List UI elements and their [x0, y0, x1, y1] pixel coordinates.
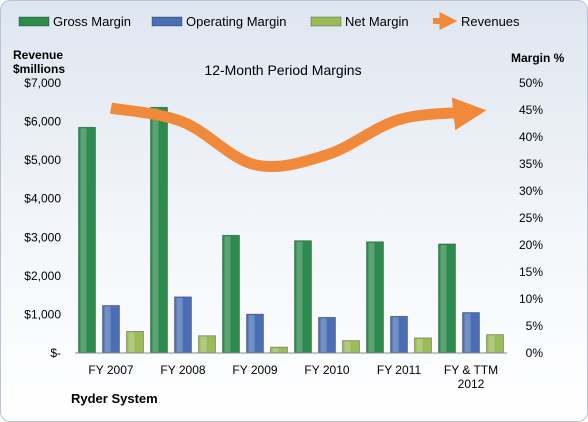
- category-label: 2012: [458, 377, 485, 391]
- bar-operating-margin: [102, 305, 120, 354]
- chart-title: 12-Month Period Margins: [204, 62, 361, 78]
- left-tick-label: $7,000: [24, 76, 61, 90]
- bar-operating-margin: [174, 296, 192, 354]
- left-tick-label: $5,000: [24, 153, 61, 167]
- svg-text:Gross Margin: Gross Margin: [53, 14, 131, 29]
- right-tick-label: 50%: [519, 76, 543, 90]
- right-tick-label: 45%: [519, 103, 543, 117]
- bar-gross-margin: [366, 241, 384, 354]
- right-tick-label: 20%: [519, 238, 543, 252]
- bar-operating-margin: [462, 312, 480, 354]
- left-tick-label: $-: [50, 346, 61, 360]
- right-tick-label: 40%: [519, 130, 543, 144]
- legend-item-gross-margin: Gross Margin: [18, 14, 131, 29]
- legend-item-revenues: Revenues: [433, 12, 520, 30]
- bar-gross-margin: [294, 240, 312, 354]
- revenue-line: [109, 97, 487, 173]
- category-label: FY 2010: [304, 363, 349, 377]
- left-tick-label: $1,000: [24, 307, 61, 321]
- right-axis-ticks: 0% 5% 10% 15% 20% 25% 30% 35% 40% 45% 50%: [519, 76, 543, 360]
- right-tick-label: 10%: [519, 292, 543, 306]
- svg-text:Operating Margin: Operating Margin: [186, 14, 286, 29]
- left-axis-label-line2: $millions: [13, 62, 65, 76]
- right-tick-label: 35%: [519, 157, 543, 171]
- bar-net-margin: [270, 346, 288, 354]
- bar-net-margin: [198, 335, 216, 354]
- legend-item-net-margin: Net Margin: [310, 14, 409, 29]
- category-label: FY 2007: [88, 363, 133, 377]
- bar-gross-margin: [78, 126, 96, 354]
- right-tick-label: 15%: [519, 265, 543, 279]
- bar-net-margin: [342, 340, 360, 354]
- legend: Gross Margin Operating Margin Net Margin Re…: [18, 12, 520, 30]
- bar-net-margin: [126, 330, 144, 354]
- category-label: FY & TTM: [444, 363, 498, 377]
- bar-gross-margin: [150, 106, 168, 354]
- bar-operating-margin: [390, 315, 408, 354]
- bars: [78, 106, 504, 354]
- bar-gross-margin: [438, 243, 456, 354]
- bar-operating-margin: [318, 316, 336, 354]
- svg-text:Revenues: Revenues: [461, 14, 520, 29]
- category-label: FY 2011: [377, 363, 422, 377]
- bar-net-margin: [486, 334, 504, 354]
- category-labels: FY 2007 FY 2008 FY 2009 FY 2010 FY 2011 FY & …: [88, 363, 498, 391]
- left-tick-label: $3,000: [24, 230, 61, 244]
- left-axis-label-line1: Revenue: [13, 48, 63, 62]
- legend-item-operating-margin: Operating Margin: [151, 14, 286, 29]
- right-tick-label: 5%: [526, 319, 544, 333]
- bar-gross-margin: [222, 234, 240, 354]
- company-name: Ryder System: [71, 391, 158, 406]
- right-tick-label: 30%: [519, 184, 543, 198]
- right-tick-label: 25%: [519, 211, 543, 225]
- revenues-line: [109, 97, 487, 173]
- bar-net-margin: [414, 337, 432, 354]
- category-label: FY 2008: [160, 363, 205, 377]
- right-axis-label: Margin %: [511, 51, 565, 65]
- left-tick-label: $4,000: [24, 192, 61, 206]
- right-tick-label: 0%: [526, 346, 544, 360]
- left-tick-label: $6,000: [24, 115, 61, 129]
- left-axis-ticks: $- $1,000 $2,000 $3,000 $4,000 $5,000 $6,000 $7…: [24, 76, 61, 360]
- bar-operating-margin: [246, 313, 264, 354]
- category-label: FY 2009: [232, 363, 277, 377]
- svg-text:Net Margin: Net Margin: [345, 14, 409, 29]
- left-tick-label: $2,000: [24, 269, 61, 283]
